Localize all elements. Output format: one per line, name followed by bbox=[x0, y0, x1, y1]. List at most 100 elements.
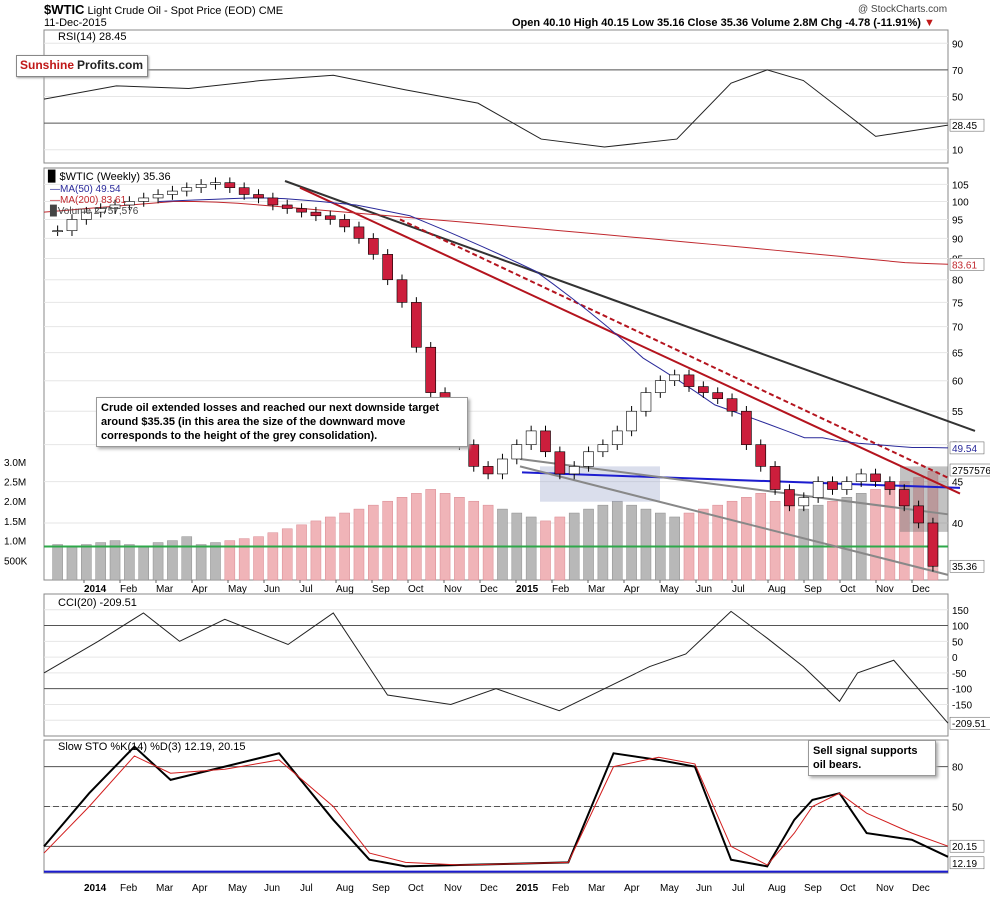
price-tick-label: 95 bbox=[952, 215, 964, 226]
ma50-tag-bg bbox=[949, 441, 985, 455]
volume-bar bbox=[540, 520, 551, 581]
price-candle bbox=[468, 444, 480, 467]
sto-k-tag: 12.19 bbox=[952, 859, 977, 870]
x-axis-label: Mar bbox=[588, 584, 606, 595]
x-axis-label: May bbox=[660, 584, 679, 595]
volume-bar bbox=[224, 540, 236, 581]
cci-tick-label: -150 bbox=[952, 700, 972, 711]
x-axis-label-bottom: 2015 bbox=[516, 883, 539, 894]
x-axis-label-bottom: Jul bbox=[732, 883, 745, 894]
volume-tag: 2757576 bbox=[952, 466, 990, 477]
x-axis-label-bottom: Nov bbox=[444, 883, 462, 894]
volume-bar bbox=[382, 500, 393, 581]
x-axis-label: Jul bbox=[732, 584, 745, 595]
exchange: CME bbox=[258, 5, 284, 17]
price-tick-label: 65 bbox=[952, 349, 964, 360]
price-candle bbox=[870, 473, 881, 482]
price-candle bbox=[568, 466, 580, 475]
x-axis-label-bottom: Mar bbox=[156, 883, 174, 894]
price-candle bbox=[425, 346, 437, 393]
volume-bar bbox=[109, 540, 121, 581]
volume-bar bbox=[898, 481, 910, 581]
cci-tick-label: 150 bbox=[952, 606, 969, 617]
price-candle bbox=[841, 481, 853, 490]
ma200-legend: —MA(200) 83.61 bbox=[50, 195, 127, 206]
x-axis-label: Jul bbox=[300, 584, 313, 595]
volume-bar bbox=[755, 493, 767, 581]
watermark: @ StockCharts.com bbox=[858, 4, 948, 15]
price-candle bbox=[511, 444, 523, 460]
ma200-tag-bg bbox=[949, 258, 985, 271]
volume-bar bbox=[798, 508, 810, 581]
volume-bar bbox=[238, 538, 250, 581]
price-candle bbox=[52, 230, 63, 233]
symbol: $WTIC bbox=[44, 2, 85, 17]
x-axis-label-bottom: May bbox=[660, 883, 679, 894]
price-candle bbox=[267, 197, 279, 206]
price-candle bbox=[195, 184, 207, 188]
volume-bar bbox=[827, 500, 838, 581]
volume-tick-label: 500K bbox=[4, 556, 28, 567]
cci-tick-label: -100 bbox=[952, 685, 972, 696]
x-axis-label: Aug bbox=[336, 584, 354, 595]
volume-value: 2.8M bbox=[793, 17, 818, 29]
cci-last-value: -209.51 bbox=[952, 719, 986, 730]
volume-bar bbox=[439, 493, 451, 581]
volume-bar bbox=[712, 504, 723, 581]
price-candle bbox=[497, 458, 508, 475]
price-candle bbox=[798, 497, 810, 507]
volume-bar bbox=[698, 508, 709, 581]
x-axis-label-bottom: Aug bbox=[768, 883, 786, 894]
price-candle bbox=[152, 194, 164, 199]
volume-tag-bg bbox=[949, 463, 990, 477]
x-axis-label: Feb bbox=[552, 584, 570, 595]
x-axis-label: Oct bbox=[840, 584, 856, 595]
volume-bar bbox=[353, 508, 365, 581]
x-axis-label: Nov bbox=[444, 584, 462, 595]
x-axis-label: Apr bbox=[624, 584, 640, 595]
stochastic-tick-label: 80 bbox=[952, 763, 964, 774]
price-candle bbox=[367, 238, 379, 255]
x-axis-label: Feb bbox=[120, 584, 138, 595]
price-tick-label: 60 bbox=[952, 377, 964, 388]
volume-bar bbox=[124, 544, 135, 581]
black-resistance-line bbox=[284, 180, 976, 432]
volume-tick-label: 1.0M bbox=[4, 537, 26, 548]
price-candle bbox=[626, 410, 637, 432]
volume-tick-label: 2.5M bbox=[4, 478, 26, 489]
price-candle bbox=[95, 208, 107, 213]
price-candle bbox=[812, 481, 824, 498]
volume-bar bbox=[167, 540, 178, 581]
sto-series-d bbox=[43, 755, 949, 866]
x-axis-label-bottom: Dec bbox=[480, 883, 498, 894]
volume-bar bbox=[554, 516, 566, 581]
x-axis-label-bottom: Mar bbox=[588, 883, 606, 894]
volume-bar bbox=[52, 544, 63, 581]
x-axis-label: Nov bbox=[876, 584, 894, 595]
x-axis-label: Jun bbox=[264, 584, 280, 595]
x-axis-label-bottom: Nov bbox=[876, 883, 894, 894]
x-axis-label: Sep bbox=[804, 584, 822, 595]
price-candle bbox=[66, 219, 78, 232]
volume-legend: ▉Volume 2,757,576 bbox=[49, 204, 139, 217]
rsi-last-value-bg bbox=[949, 118, 985, 132]
rsi-tick-label: 50 bbox=[952, 93, 964, 104]
x-axis-label-bottom: Jul bbox=[300, 883, 313, 894]
price-candle bbox=[827, 481, 838, 490]
volume-bar bbox=[296, 524, 307, 581]
price-candle bbox=[540, 430, 551, 453]
x-axis-label-bottom: Apr bbox=[624, 883, 640, 894]
volume-bar bbox=[411, 493, 422, 581]
grey-lower-line bbox=[519, 465, 949, 576]
volume-bar bbox=[181, 536, 193, 581]
x-axis-label-bottom: May bbox=[228, 883, 247, 894]
stochastic-tick-label: 50 bbox=[952, 803, 964, 814]
close-tag-bg bbox=[949, 559, 985, 573]
rsi-series-line bbox=[43, 69, 949, 148]
price-candle bbox=[755, 444, 767, 467]
sto-k-tag-bg bbox=[949, 856, 985, 870]
sto-d-tag-bg bbox=[949, 839, 985, 853]
rsi-last-value: 28.45 bbox=[952, 121, 977, 132]
volume-bar bbox=[913, 477, 924, 581]
x-axis-label-bottom: Oct bbox=[408, 883, 424, 894]
